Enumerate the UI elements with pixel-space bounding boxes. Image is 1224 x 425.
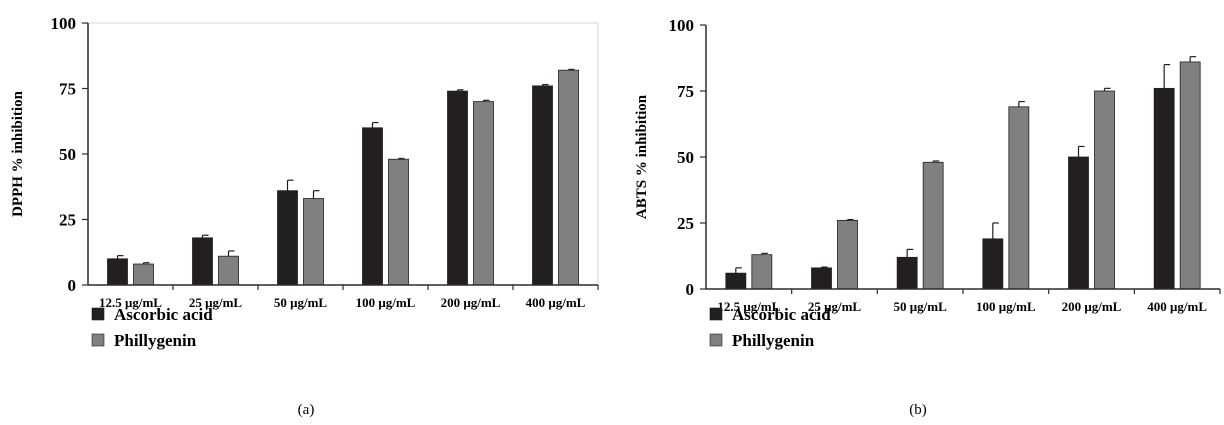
bar-ascorbic-acid	[447, 90, 468, 286]
bar-ascorbic-acid	[107, 258, 128, 286]
legend-label-phillygenin: Phillygenin	[114, 331, 197, 350]
legend-swatch-phillygenin	[91, 333, 105, 347]
y-tick-label: 0	[68, 276, 77, 295]
bar-phillygenin	[473, 101, 494, 286]
panel-label: (b)	[909, 402, 927, 418]
bar-ascorbic-acid	[192, 237, 213, 286]
y-axis-label: ABTS % inhibition	[634, 94, 650, 219]
bar-phillygenin	[133, 263, 154, 286]
bar-phillygenin	[922, 161, 944, 290]
legend-swatch-ascorbic-acid	[709, 307, 723, 321]
x-tick-label: 12.5 μg/mL	[99, 295, 162, 310]
x-tick-label: 25 μg/mL	[808, 299, 862, 314]
x-tick-label: 100 μg/mL	[356, 295, 416, 310]
bar-phillygenin	[1179, 61, 1201, 290]
bar-ascorbic-acid	[532, 85, 553, 286]
legend-swatch-phillygenin	[709, 333, 723, 347]
bar-ascorbic-acid	[1068, 156, 1089, 290]
bar-phillygenin	[388, 158, 409, 286]
bar-phillygenin	[751, 254, 773, 290]
x-tick-label: 50 μg/mL	[894, 299, 948, 314]
y-tick-label: 75	[677, 82, 694, 101]
bar-ascorbic-acid	[725, 272, 747, 290]
y-tick-label: 50	[59, 145, 76, 164]
x-tick-label: 400 μg/mL	[1147, 299, 1207, 314]
y-axis-label: DPPH % inhibition	[10, 90, 26, 217]
bar-phillygenin	[1094, 90, 1115, 290]
bar-ascorbic-acid	[982, 238, 1004, 290]
x-tick-label: 400 μg/mL	[526, 295, 586, 310]
y-tick-label: 25	[59, 211, 76, 230]
plot-frame	[88, 22, 599, 285]
y-tick-label: 50	[677, 148, 694, 167]
bar-ascorbic-acid	[1153, 87, 1175, 290]
x-tick-label: 50 μg/mL	[274, 295, 328, 310]
bar-phillygenin	[837, 219, 858, 290]
bar-phillygenin	[218, 255, 239, 286]
bar-phillygenin	[303, 198, 324, 286]
bar-phillygenin	[558, 69, 579, 286]
y-tick-label: 75	[59, 80, 76, 99]
chart-a: 0 25 50 75 100 12.5 μg/mL 25 μg/mL 50 μg/mL 100 …	[10, 14, 599, 418]
bar-ascorbic-acid	[362, 127, 383, 286]
x-tick-label: 200 μg/mL	[1062, 299, 1122, 314]
panel-label: (a)	[298, 402, 315, 418]
x-tick-label: 200 μg/mL	[441, 295, 501, 310]
y-tick-label: 0	[686, 280, 695, 299]
x-tick-label: 100 μg/mL	[976, 299, 1036, 314]
chart-b: 0 25 50 75 100 12.5 μg/mL 25 μg/mL 50 μg/mL 100 …	[634, 16, 1221, 418]
bar-phillygenin	[1008, 106, 1030, 290]
legend-label-phillygenin: Phillygenin	[732, 331, 815, 350]
x-tick-label: 25 μg/mL	[189, 295, 243, 310]
y-tick-label: 100	[669, 16, 695, 35]
y-tick-label: 100	[51, 14, 77, 33]
y-tick-label: 25	[677, 214, 694, 233]
legend-label-ascorbic-acid: Ascorbic acid	[732, 305, 831, 324]
x-tick-label: 12.5 μg/mL	[717, 299, 780, 314]
bar-ascorbic-acid	[896, 256, 918, 290]
bar-ascorbic-acid	[811, 267, 832, 290]
legend-label-ascorbic-acid: Ascorbic acid	[114, 305, 213, 324]
bar-ascorbic-acid	[277, 190, 298, 286]
legend-swatch-ascorbic-acid	[91, 307, 105, 321]
